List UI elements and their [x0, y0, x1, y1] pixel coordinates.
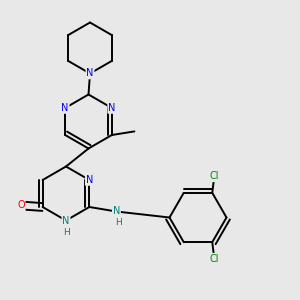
Text: H: H — [63, 228, 70, 237]
Text: N: N — [61, 103, 69, 113]
Text: N: N — [62, 215, 70, 226]
Text: N: N — [108, 103, 116, 113]
Text: N: N — [86, 175, 93, 185]
Text: Cl: Cl — [209, 171, 218, 181]
Text: H: H — [115, 218, 122, 227]
Text: N: N — [113, 206, 120, 217]
Text: O: O — [17, 200, 25, 211]
Text: N: N — [86, 68, 94, 79]
Text: Cl: Cl — [209, 254, 218, 264]
